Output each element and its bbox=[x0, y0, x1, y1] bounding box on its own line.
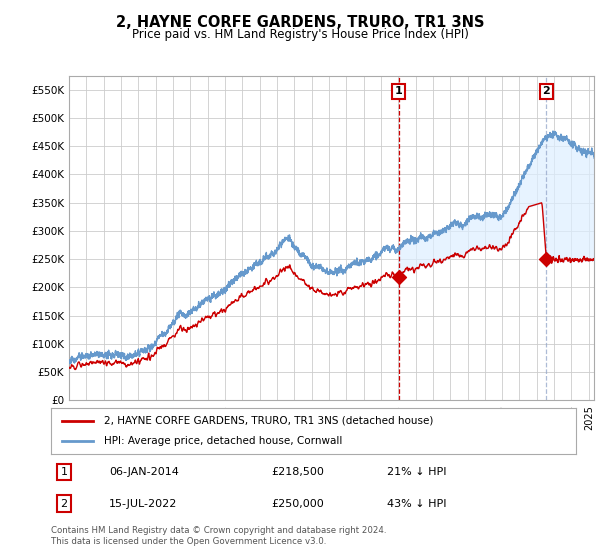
Text: Contains HM Land Registry data © Crown copyright and database right 2024.
This d: Contains HM Land Registry data © Crown c… bbox=[51, 526, 386, 546]
Text: 06-JAN-2014: 06-JAN-2014 bbox=[109, 467, 179, 477]
Text: 21% ↓ HPI: 21% ↓ HPI bbox=[387, 467, 446, 477]
Point bbox=[394, 273, 404, 282]
Text: HPI: Average price, detached house, Cornwall: HPI: Average price, detached house, Corn… bbox=[104, 436, 342, 446]
Text: 43% ↓ HPI: 43% ↓ HPI bbox=[387, 499, 446, 509]
Text: 15-JUL-2022: 15-JUL-2022 bbox=[109, 499, 177, 509]
Text: 2: 2 bbox=[542, 86, 550, 96]
Text: 2, HAYNE CORFE GARDENS, TRURO, TR1 3NS: 2, HAYNE CORFE GARDENS, TRURO, TR1 3NS bbox=[116, 15, 484, 30]
Text: 2: 2 bbox=[61, 499, 68, 509]
Text: 1: 1 bbox=[395, 86, 403, 96]
Text: Price paid vs. HM Land Registry's House Price Index (HPI): Price paid vs. HM Land Registry's House … bbox=[131, 28, 469, 41]
Text: £250,000: £250,000 bbox=[271, 499, 324, 509]
Point bbox=[541, 255, 551, 264]
Text: 1: 1 bbox=[61, 467, 68, 477]
Text: 2, HAYNE CORFE GARDENS, TRURO, TR1 3NS (detached house): 2, HAYNE CORFE GARDENS, TRURO, TR1 3NS (… bbox=[104, 416, 433, 426]
Text: £218,500: £218,500 bbox=[271, 467, 325, 477]
